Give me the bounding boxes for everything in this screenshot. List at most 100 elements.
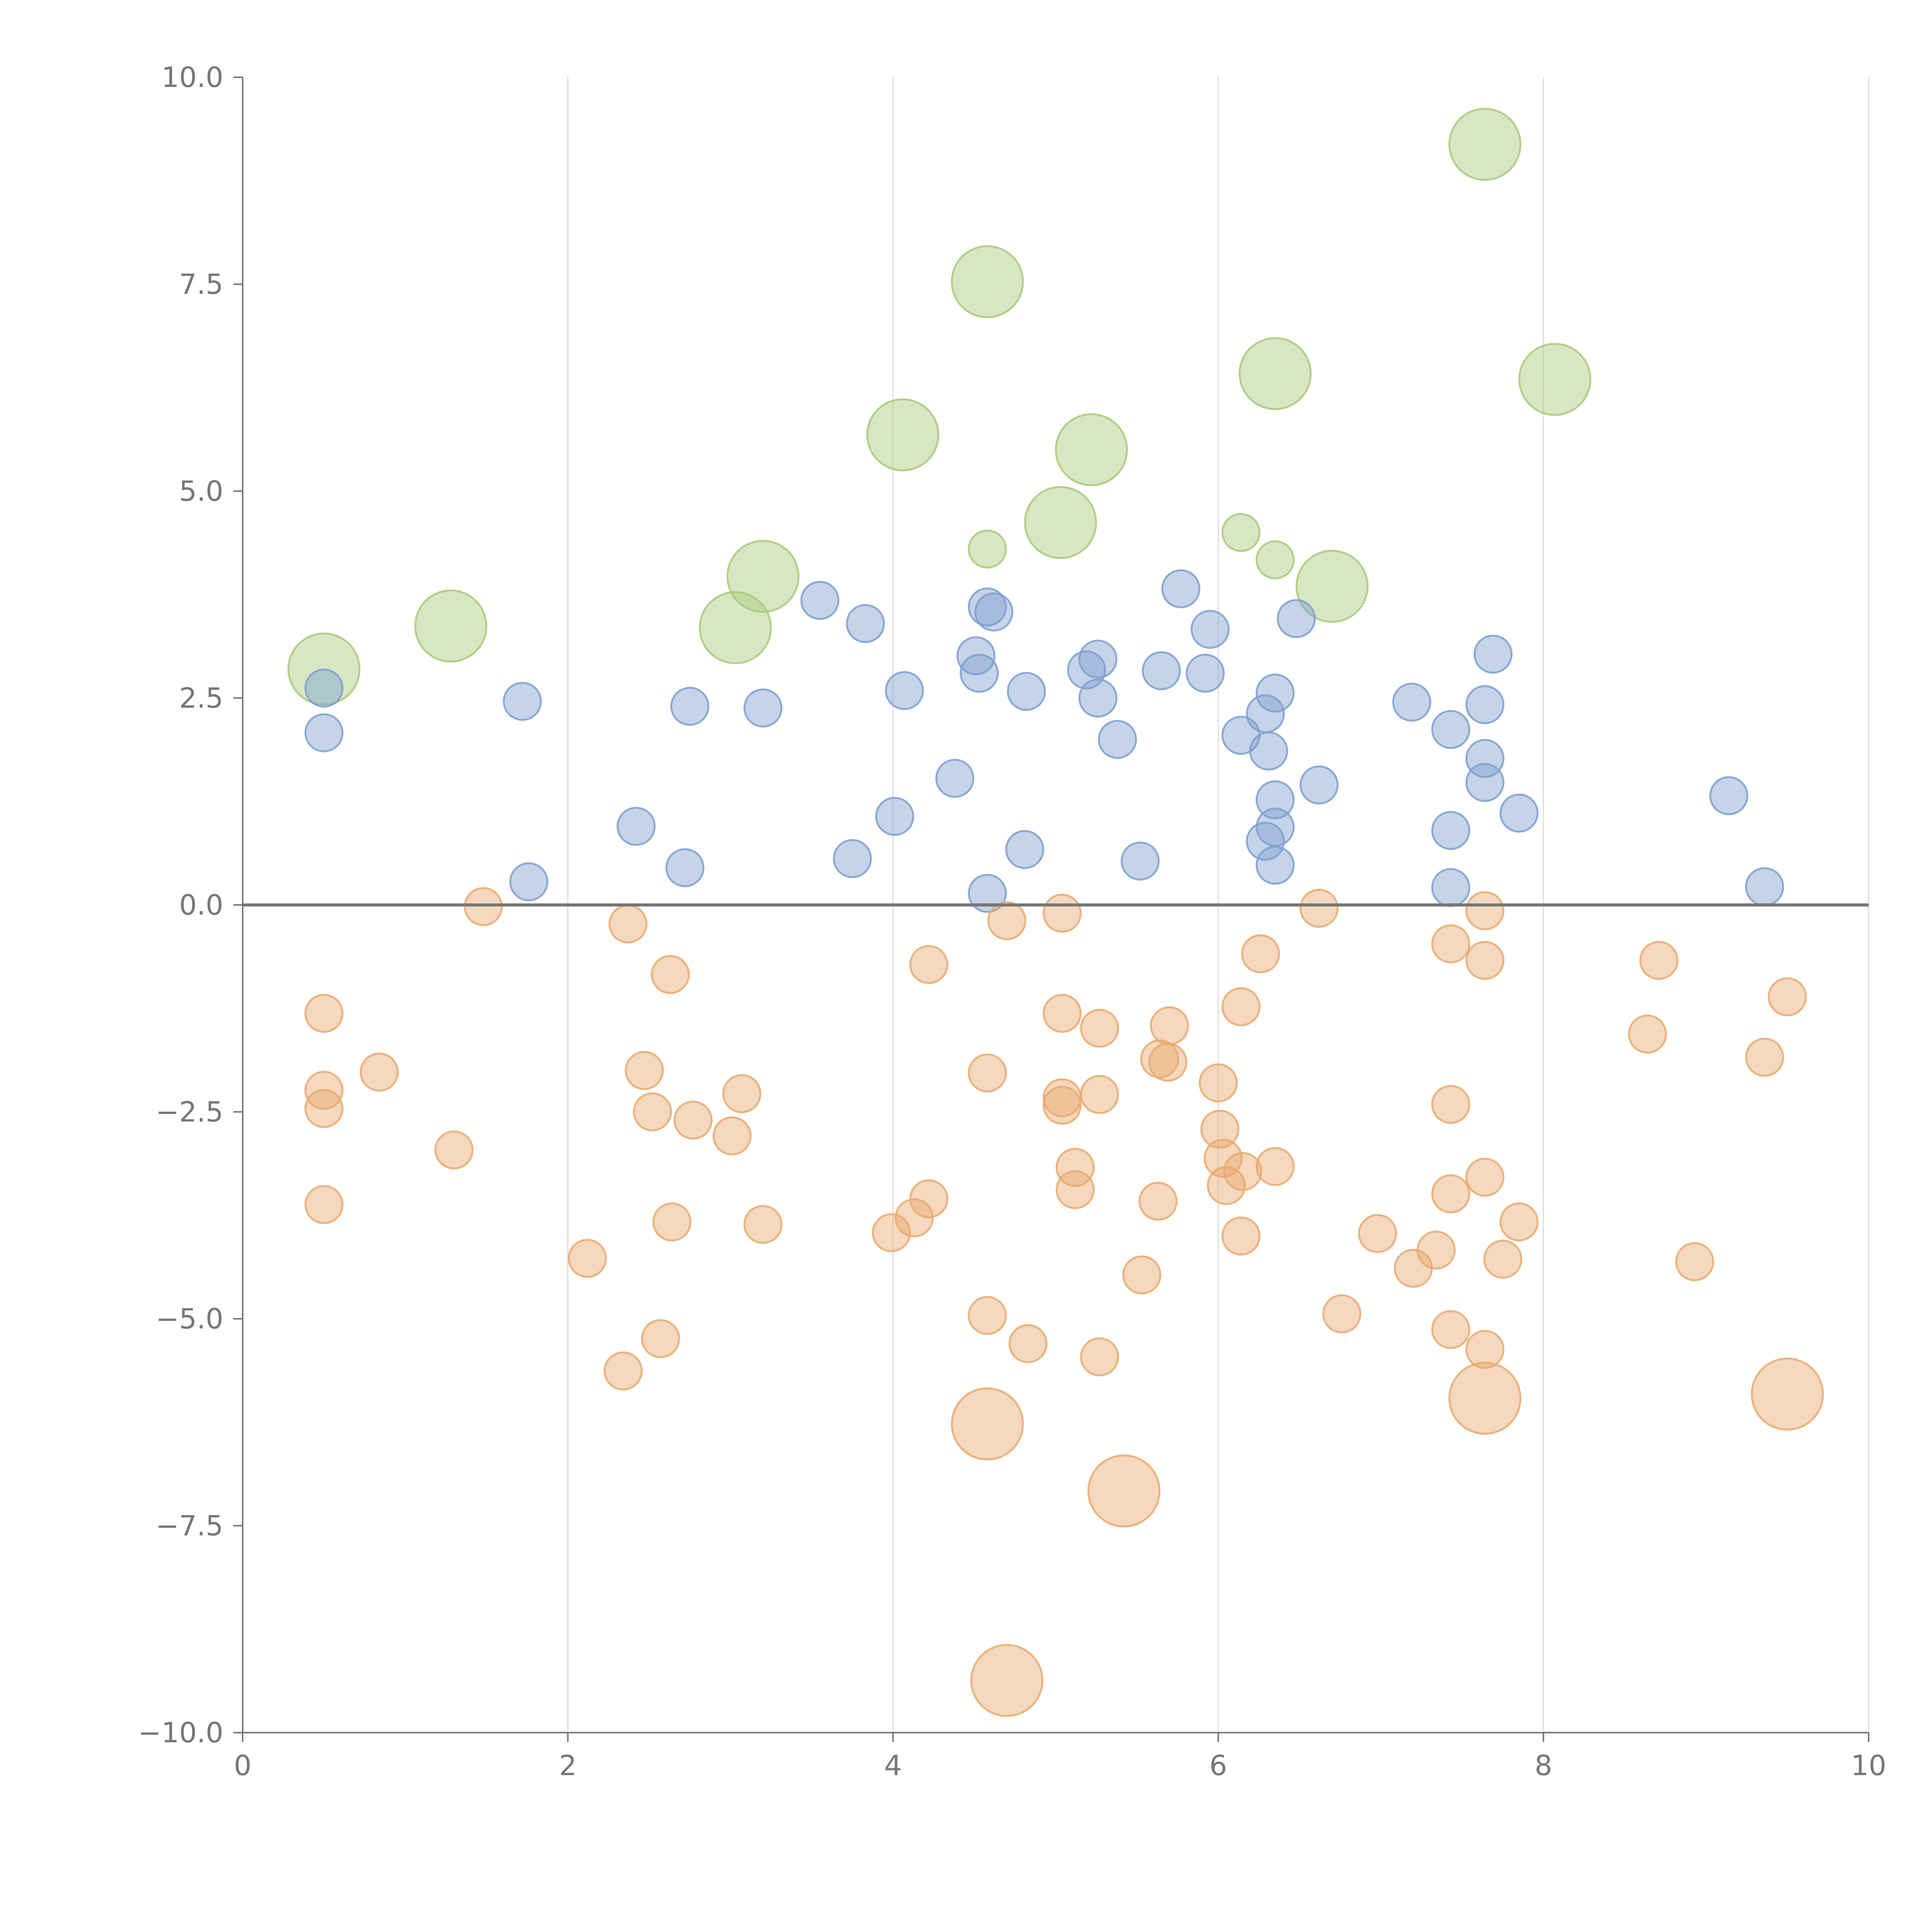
blue-point[interactable] xyxy=(1190,610,1230,649)
blue-point[interactable] xyxy=(1745,867,1784,906)
orange-point[interactable] xyxy=(1043,893,1082,933)
orange-point[interactable] xyxy=(1499,1202,1539,1242)
orange-point[interactable] xyxy=(673,1100,713,1140)
blue-point[interactable] xyxy=(503,682,542,721)
orange-point[interactable] xyxy=(987,901,1027,940)
green-point[interactable] xyxy=(1518,343,1592,416)
blue-point[interactable] xyxy=(1499,793,1539,833)
orange-point[interactable] xyxy=(1199,1063,1238,1103)
blue-point[interactable] xyxy=(304,713,344,752)
blue-point[interactable] xyxy=(1465,739,1505,778)
orange-point[interactable] xyxy=(968,1053,1007,1093)
green-point[interactable] xyxy=(1055,413,1128,486)
green-point[interactable] xyxy=(1238,337,1312,410)
blue-point[interactable] xyxy=(846,604,885,643)
blue-point[interactable] xyxy=(875,797,914,836)
blue-point[interactable] xyxy=(1005,830,1044,869)
orange-point[interactable] xyxy=(951,1387,1024,1461)
orange-point[interactable] xyxy=(1043,1085,1082,1125)
blue-point[interactable] xyxy=(509,862,549,901)
orange-point[interactable] xyxy=(713,1116,752,1156)
blue-point[interactable] xyxy=(1392,682,1432,722)
green-point[interactable] xyxy=(866,398,939,471)
orange-point[interactable] xyxy=(1628,1014,1667,1054)
orange-point[interactable] xyxy=(872,1213,911,1252)
blue-point[interactable] xyxy=(1255,780,1295,820)
orange-point[interactable] xyxy=(1255,1147,1295,1186)
orange-point[interactable] xyxy=(464,887,503,926)
orange-point[interactable] xyxy=(1207,1166,1246,1205)
orange-point[interactable] xyxy=(743,1205,783,1244)
blue-point[interactable] xyxy=(1161,569,1201,609)
orange-point[interactable] xyxy=(1221,1216,1261,1256)
blue-point[interactable] xyxy=(1431,710,1471,749)
orange-point[interactable] xyxy=(434,1130,474,1170)
orange-point[interactable] xyxy=(1055,1148,1095,1187)
orange-point[interactable] xyxy=(1241,934,1280,973)
blue-point[interactable] xyxy=(1249,731,1288,771)
orange-point[interactable] xyxy=(1299,889,1339,928)
orange-point[interactable] xyxy=(1043,994,1082,1033)
blue-point[interactable] xyxy=(959,653,999,693)
blue-point[interactable] xyxy=(1431,811,1471,850)
orange-point[interactable] xyxy=(304,1089,344,1128)
blue-point[interactable] xyxy=(743,688,783,728)
orange-point[interactable] xyxy=(1055,1170,1095,1209)
orange-point[interactable] xyxy=(1431,924,1471,964)
green-point[interactable] xyxy=(968,529,1007,569)
orange-point[interactable] xyxy=(1751,1357,1824,1431)
orange-point[interactable] xyxy=(1768,977,1807,1017)
orange-point[interactable] xyxy=(1223,1152,1262,1191)
orange-point[interactable] xyxy=(641,1319,680,1358)
blue-point[interactable] xyxy=(885,671,924,710)
green-point[interactable] xyxy=(414,589,488,663)
orange-point[interactable] xyxy=(1465,941,1505,980)
orange-point[interactable] xyxy=(652,1202,692,1242)
orange-point[interactable] xyxy=(1148,1043,1187,1082)
blue-point[interactable] xyxy=(1098,720,1137,759)
green-point[interactable] xyxy=(726,540,800,613)
blue-point[interactable] xyxy=(1142,651,1181,690)
blue-point[interactable] xyxy=(974,592,1014,632)
orange-point[interactable] xyxy=(1122,1255,1162,1294)
blue-point[interactable] xyxy=(1465,685,1505,724)
blue-point[interactable] xyxy=(1185,653,1225,693)
blue-point[interactable] xyxy=(1255,673,1295,713)
orange-point[interactable] xyxy=(604,1351,643,1391)
blue-point[interactable] xyxy=(1078,639,1117,679)
blue-point[interactable] xyxy=(1473,634,1513,674)
orange-point[interactable] xyxy=(1080,1009,1119,1048)
blue-point[interactable] xyxy=(1255,845,1295,885)
green-point[interactable] xyxy=(1448,108,1522,181)
orange-point[interactable] xyxy=(1417,1230,1456,1270)
blue-point[interactable] xyxy=(1078,679,1117,718)
blue-point[interactable] xyxy=(665,848,705,888)
orange-point[interactable] xyxy=(909,945,949,984)
orange-point[interactable] xyxy=(1448,1362,1522,1435)
orange-point[interactable] xyxy=(633,1092,672,1131)
orange-point[interactable] xyxy=(1358,1214,1397,1253)
blue-point[interactable] xyxy=(935,759,975,798)
orange-point[interactable] xyxy=(1221,987,1261,1026)
blue-point[interactable] xyxy=(1255,808,1295,847)
orange-point[interactable] xyxy=(1431,1310,1471,1349)
orange-point[interactable] xyxy=(970,1644,1044,1717)
orange-point[interactable] xyxy=(1138,1182,1178,1221)
orange-point[interactable] xyxy=(651,955,690,994)
orange-point[interactable] xyxy=(624,1051,664,1090)
blue-point[interactable] xyxy=(833,839,872,878)
blue-point[interactable] xyxy=(1299,765,1339,804)
orange-point[interactable] xyxy=(1745,1037,1784,1077)
orange-point[interactable] xyxy=(1008,1324,1048,1363)
green-point[interactable] xyxy=(1024,486,1097,559)
green-point[interactable] xyxy=(1295,549,1369,623)
blue-point[interactable] xyxy=(304,668,344,708)
orange-point[interactable] xyxy=(1465,891,1505,930)
orange-point[interactable] xyxy=(304,994,344,1033)
orange-point[interactable] xyxy=(1322,1294,1362,1333)
orange-point[interactable] xyxy=(722,1074,762,1113)
orange-point[interactable] xyxy=(1431,1174,1471,1214)
green-point[interactable] xyxy=(1255,540,1295,580)
blue-point[interactable] xyxy=(1121,841,1160,881)
blue-point[interactable] xyxy=(1465,763,1505,802)
